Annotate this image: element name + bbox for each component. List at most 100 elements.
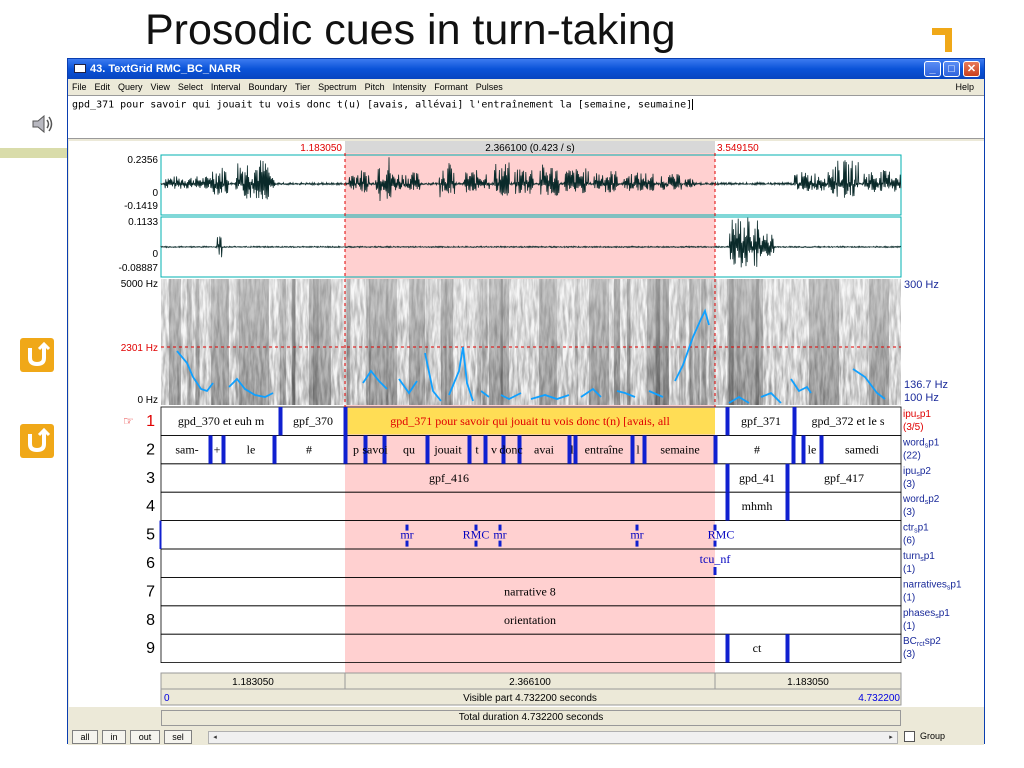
interval-boundary[interactable] (785, 492, 790, 521)
interval-boundary[interactable] (725, 492, 730, 521)
interval-boundary[interactable] (343, 407, 348, 436)
group-checkbox[interactable] (904, 731, 915, 742)
interval-boundary[interactable] (785, 634, 790, 663)
menu-intensity[interactable]: Intensity (392, 82, 427, 92)
duration-center[interactable]: 2.366100 (509, 677, 551, 688)
interval-label[interactable]: mhmh (742, 499, 773, 513)
interval-label[interactable]: RMC (708, 528, 735, 542)
point-mark[interactable] (635, 524, 639, 531)
interval-boundary[interactable] (642, 435, 647, 464)
menu-formant[interactable]: Formant (434, 82, 468, 92)
interval-label[interactable]: + (214, 442, 221, 456)
menu-tier[interactable]: Tier (294, 82, 311, 92)
interval-label[interactable]: gpd_370 et euh m (178, 414, 265, 428)
window-titlebar[interactable]: 43. TextGrid RMC_BC_NARR _ □ ✕ (68, 59, 984, 79)
interval-label[interactable]: avai (534, 442, 555, 456)
menu-spectrum[interactable]: Spectrum (318, 82, 357, 92)
interval-label[interactable]: gpd_372 et le s (812, 414, 885, 428)
interval-label[interactable]: p (353, 442, 359, 456)
close-button[interactable]: ✕ (963, 61, 980, 77)
interval-label[interactable]: gpf_370 (293, 414, 333, 428)
interval-label[interactable]: l (570, 442, 574, 456)
interval-label[interactable]: le (247, 442, 256, 456)
interval-label[interactable]: t (475, 442, 479, 456)
interval-label[interactable]: v (491, 442, 497, 456)
interval-label[interactable]: gpf_416 (429, 471, 469, 485)
zoom-sel-button[interactable]: sel (164, 730, 192, 744)
menu-edit[interactable]: Edit (94, 82, 111, 92)
point-mark[interactable] (405, 524, 409, 531)
tier-name[interactable]: wordsp1 (902, 437, 940, 449)
tier-name[interactable]: wordsp2 (902, 494, 940, 506)
interval-boundary[interactable] (573, 435, 578, 464)
tier-name[interactable]: ipusp1 (903, 409, 931, 421)
interval-label[interactable]: # (754, 442, 760, 456)
duration-left[interactable]: 1.183050 (232, 677, 274, 688)
menu-view[interactable]: View (150, 82, 170, 92)
point-mark[interactable] (498, 524, 502, 531)
interval-label[interactable]: orientation (504, 613, 556, 627)
point-mark[interactable] (474, 524, 478, 531)
interval-label[interactable]: savoi (362, 442, 388, 456)
maximize-button[interactable]: □ (943, 61, 960, 77)
menu-file[interactable]: File (72, 82, 87, 92)
interval-label[interactable]: semaine (660, 442, 699, 456)
interval-boundary[interactable] (792, 407, 797, 436)
interval-boundary[interactable] (363, 435, 368, 464)
editor-canvas[interactable]: 1.183050 2.366100 (0.423 / s) 3.549150 0… (69, 141, 984, 707)
interval-label[interactable]: sam- (175, 442, 198, 456)
interval-label[interactable]: mr (400, 528, 413, 542)
interval-boundary[interactable] (801, 435, 806, 464)
tier-name[interactable]: phasessp1 (903, 608, 950, 620)
interval-boundary[interactable] (725, 634, 730, 663)
interval-boundary[interactable] (567, 435, 572, 464)
interval-boundary[interactable] (483, 435, 488, 464)
zoom-out-button[interactable]: out (130, 730, 160, 744)
scroll-right-icon[interactable]: ▸ (889, 734, 893, 741)
interval-label[interactable]: mr (493, 528, 506, 542)
interval-boundary[interactable] (272, 435, 277, 464)
interval-boundary[interactable] (208, 435, 213, 464)
menu-pulses[interactable]: Pulses (475, 82, 503, 92)
interval-label[interactable]: qu (403, 442, 415, 456)
tier-name[interactable]: ipusp2 (903, 466, 931, 478)
interval-boundary[interactable] (725, 463, 730, 493)
interval-label[interactable]: mr (630, 528, 643, 542)
interval-boundary[interactable] (159, 520, 162, 549)
undo-icon[interactable] (20, 338, 54, 372)
menu-pitch[interactable]: Pitch (364, 82, 385, 92)
tier-name[interactable]: narrativessp1 (903, 579, 962, 591)
interval-label[interactable]: samedi (845, 442, 880, 456)
interval-boundary[interactable] (713, 435, 718, 464)
interval-boundary[interactable] (791, 435, 796, 464)
interval-boundary[interactable] (785, 463, 790, 493)
interval-label[interactable]: RMC (463, 528, 490, 542)
visible-part[interactable]: Visible part 4.732200 seconds (463, 693, 597, 704)
interval-boundary[interactable] (382, 435, 387, 464)
point-mark[interactable] (405, 540, 409, 547)
interval-label[interactable]: gpd_41 (739, 471, 775, 485)
interval-label[interactable]: entraîne (585, 442, 624, 456)
minimize-button[interactable]: _ (924, 61, 941, 77)
menu-query[interactable]: Query (118, 82, 143, 92)
interval-boundary[interactable] (278, 407, 283, 436)
interval-boundary[interactable] (630, 435, 635, 464)
tier-name[interactable]: ctrsp1 (903, 523, 929, 535)
undo-icon[interactable] (20, 424, 54, 458)
menu-help[interactable]: Help (955, 82, 974, 92)
tier-name[interactable]: BCrctsp2 (903, 636, 941, 648)
interval-label[interactable]: gpf_417 (824, 471, 864, 485)
interval-label[interactable]: donc (499, 442, 522, 456)
zoom-in-button[interactable]: in (102, 730, 126, 744)
spectrogram[interactable] (161, 279, 901, 405)
interval-label[interactable]: tcu_nf (700, 552, 731, 566)
point-mark[interactable] (474, 540, 478, 547)
interval-boundary[interactable] (501, 435, 506, 464)
interval-boundary[interactable] (467, 435, 472, 464)
interval-label[interactable]: le (808, 442, 817, 456)
scroll-left-icon[interactable]: ◂ (213, 734, 217, 741)
duration-row-2[interactable] (160, 688, 902, 706)
horizontal-scrollbar[interactable]: ◂ ▸ (208, 731, 898, 744)
menu-select[interactable]: Select (177, 82, 203, 92)
point-mark[interactable] (713, 567, 717, 575)
